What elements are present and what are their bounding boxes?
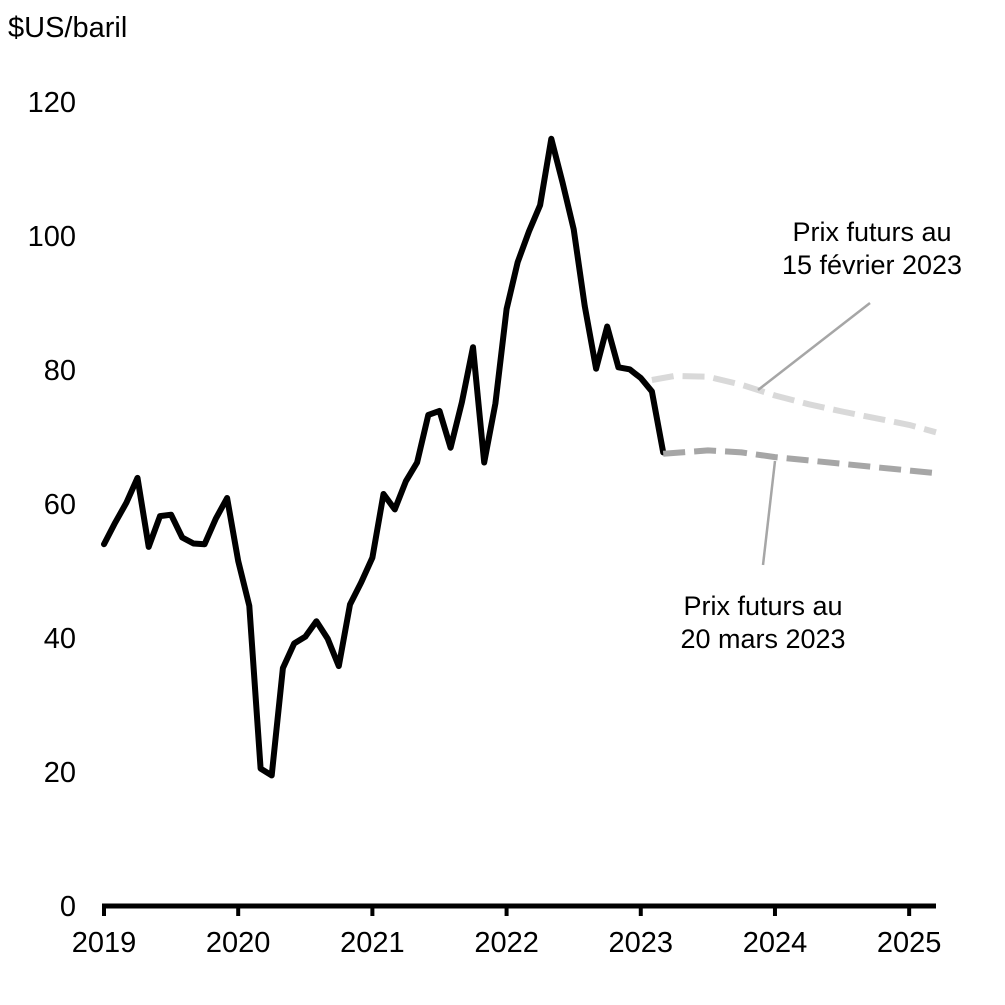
x-tick-label: 2021: [340, 927, 405, 959]
y-tick-label: 80: [44, 355, 76, 387]
x-tick-label: 2022: [474, 927, 539, 959]
y-tick-label: 0: [60, 891, 76, 923]
y-tick-label: 120: [28, 87, 76, 119]
series-layer: [101, 135, 937, 779]
x-tick-label: 2020: [206, 927, 271, 959]
x-tick-label: 2019: [72, 927, 137, 959]
x-tick-label: 2024: [743, 927, 808, 959]
x-tick-label: 2023: [609, 927, 674, 959]
x-tick-label: 2025: [877, 927, 942, 959]
annotation-leader-mar: [761, 460, 777, 566]
annotation-mar-line2: 20 mars 2023: [680, 624, 845, 654]
series-line-futures-feb: [651, 373, 937, 436]
annotation-feb-line1: Prix futurs au: [792, 217, 951, 247]
annotation-feb-line2: 15 février 2023: [782, 250, 962, 280]
x-axis: 2019 2020 2021 2022 2023 2024 2025: [72, 903, 942, 959]
y-tick-labels: 0 20 40 60 80 100 120: [28, 87, 76, 923]
annotation-mar-line1: Prix futurs au: [683, 591, 842, 621]
y-tick-label: 100: [28, 221, 76, 253]
annotation-leader-feb: [757, 302, 871, 391]
series-line-historical: [101, 135, 667, 779]
series-line-futures-mar: [662, 447, 937, 477]
y-tick-label: 20: [44, 757, 76, 789]
y-axis-unit-label: $US/baril: [8, 12, 127, 44]
y-tick-label: 60: [44, 489, 76, 521]
y-tick-label: 40: [44, 623, 76, 655]
